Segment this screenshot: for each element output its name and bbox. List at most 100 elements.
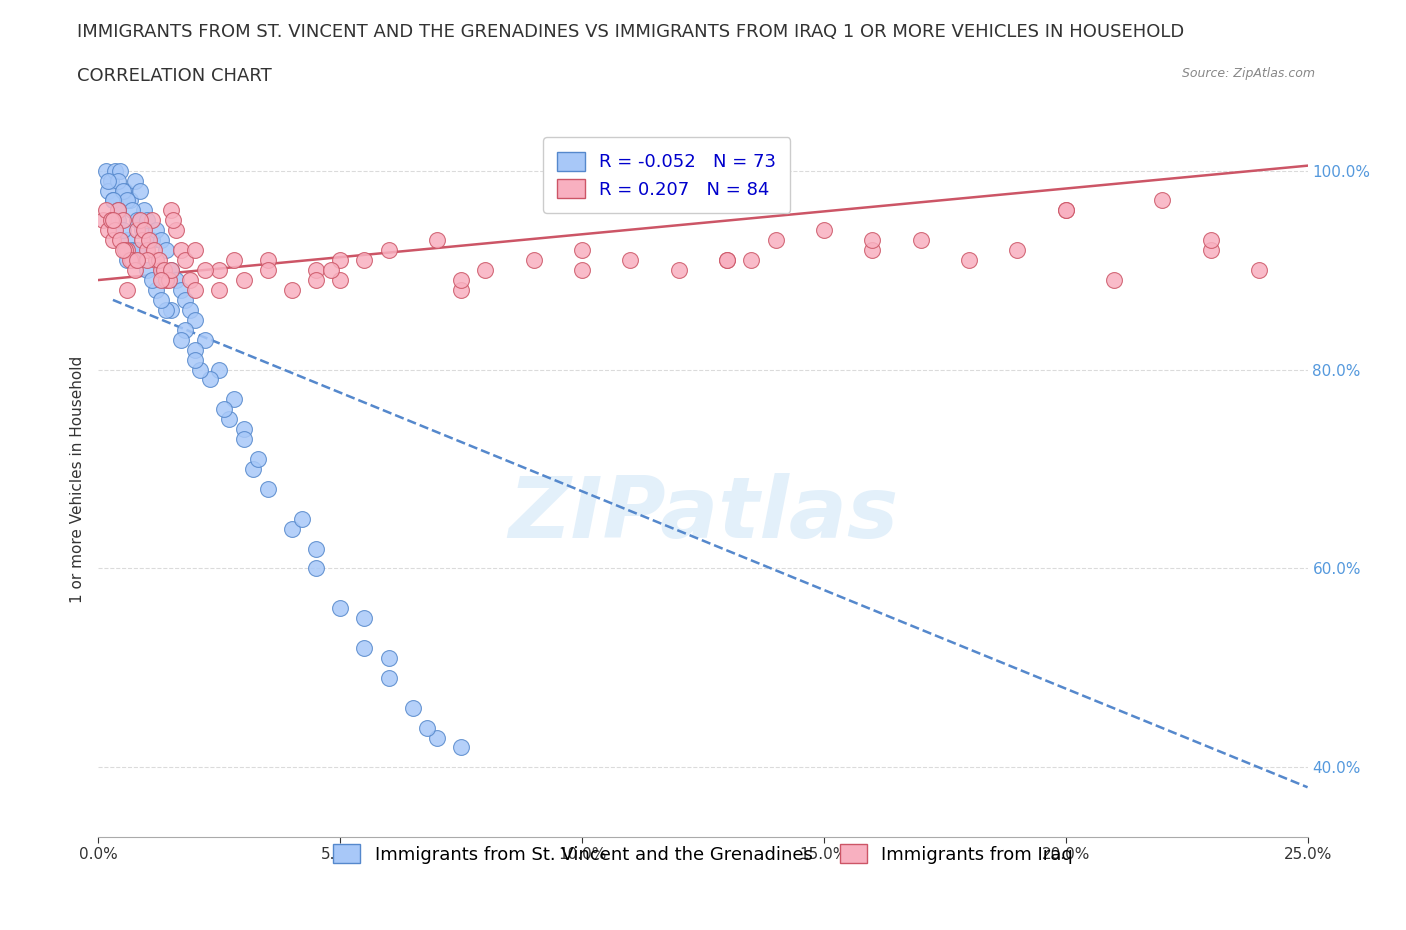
Point: [114, 183, 136, 198]
Point: [124, 262, 146, 277]
Point: [305, 262, 328, 277]
Point: [281, 521, 304, 536]
Point: [716, 253, 738, 268]
Point: [127, 223, 149, 238]
Point: [353, 611, 375, 626]
Point: [107, 213, 129, 228]
Point: [117, 232, 139, 247]
Point: [179, 272, 201, 287]
Point: [101, 213, 124, 228]
Point: [957, 253, 980, 268]
Point: [1199, 232, 1222, 247]
Point: [450, 740, 472, 755]
Point: [174, 293, 197, 308]
Point: [157, 272, 180, 287]
Point: [111, 183, 134, 198]
Point: [150, 293, 173, 308]
Point: [162, 213, 184, 228]
Point: [169, 243, 191, 258]
Point: [97, 183, 120, 198]
Point: [121, 253, 143, 268]
Point: [135, 243, 157, 258]
Point: [148, 253, 170, 268]
Point: [184, 342, 207, 357]
Point: [150, 262, 173, 277]
Point: [121, 243, 143, 258]
Point: [135, 253, 157, 268]
Point: [619, 253, 641, 268]
Point: [138, 232, 160, 247]
Point: [1249, 262, 1271, 277]
Point: [1054, 203, 1077, 218]
Point: [155, 302, 177, 317]
Point: [740, 253, 762, 268]
Point: [377, 651, 399, 666]
Point: [169, 332, 191, 347]
Point: [402, 700, 425, 715]
Point: [124, 173, 146, 188]
Point: [117, 253, 139, 268]
Point: [290, 512, 312, 526]
Text: CORRELATION CHART: CORRELATION CHART: [77, 67, 273, 85]
Point: [198, 372, 221, 387]
Point: [232, 272, 254, 287]
Point: [150, 232, 173, 247]
Point: [97, 223, 120, 238]
Point: [117, 283, 139, 298]
Point: [860, 232, 883, 247]
Point: [377, 671, 399, 685]
Point: [256, 482, 278, 497]
Point: [108, 163, 131, 178]
Point: [108, 232, 131, 247]
Point: [184, 243, 207, 258]
Point: [218, 412, 240, 427]
Y-axis label: 1 or more Vehicles in Household: 1 or more Vehicles in Household: [69, 355, 84, 603]
Point: [145, 253, 167, 268]
Point: [474, 262, 496, 277]
Point: [174, 253, 197, 268]
Point: [329, 601, 352, 616]
Point: [127, 213, 149, 228]
Point: [222, 392, 245, 406]
Point: [101, 193, 124, 208]
Point: [232, 422, 254, 437]
Point: [131, 232, 153, 247]
Point: [160, 262, 183, 277]
Point: [281, 283, 304, 298]
Point: [131, 223, 153, 238]
Point: [118, 253, 141, 268]
Point: [150, 272, 173, 287]
Point: [450, 272, 472, 287]
Point: [910, 232, 932, 247]
Point: [208, 262, 231, 277]
Point: [111, 243, 134, 258]
Point: [179, 302, 201, 317]
Point: [169, 283, 191, 298]
Point: [100, 213, 122, 228]
Text: Source: ZipAtlas.com: Source: ZipAtlas.com: [1181, 67, 1315, 80]
Point: [127, 243, 149, 258]
Point: [194, 262, 217, 277]
Point: [329, 272, 352, 287]
Point: [668, 262, 690, 277]
Point: [208, 283, 231, 298]
Point: [212, 402, 235, 417]
Point: [100, 173, 122, 188]
Point: [232, 432, 254, 446]
Point: [353, 253, 375, 268]
Point: [128, 213, 150, 228]
Point: [184, 312, 207, 327]
Point: [184, 283, 207, 298]
Point: [94, 203, 117, 218]
Point: [134, 223, 156, 238]
Text: IMMIGRANTS FROM ST. VINCENT AND THE GRENADINES VS IMMIGRANTS FROM IRAQ 1 OR MORE: IMMIGRANTS FROM ST. VINCENT AND THE GREN…: [77, 23, 1185, 41]
Point: [117, 243, 139, 258]
Point: [145, 223, 167, 238]
Point: [222, 253, 245, 268]
Point: [165, 223, 187, 238]
Point: [247, 452, 270, 467]
Point: [305, 272, 328, 287]
Point: [305, 541, 328, 556]
Point: [426, 232, 449, 247]
Point: [571, 243, 593, 258]
